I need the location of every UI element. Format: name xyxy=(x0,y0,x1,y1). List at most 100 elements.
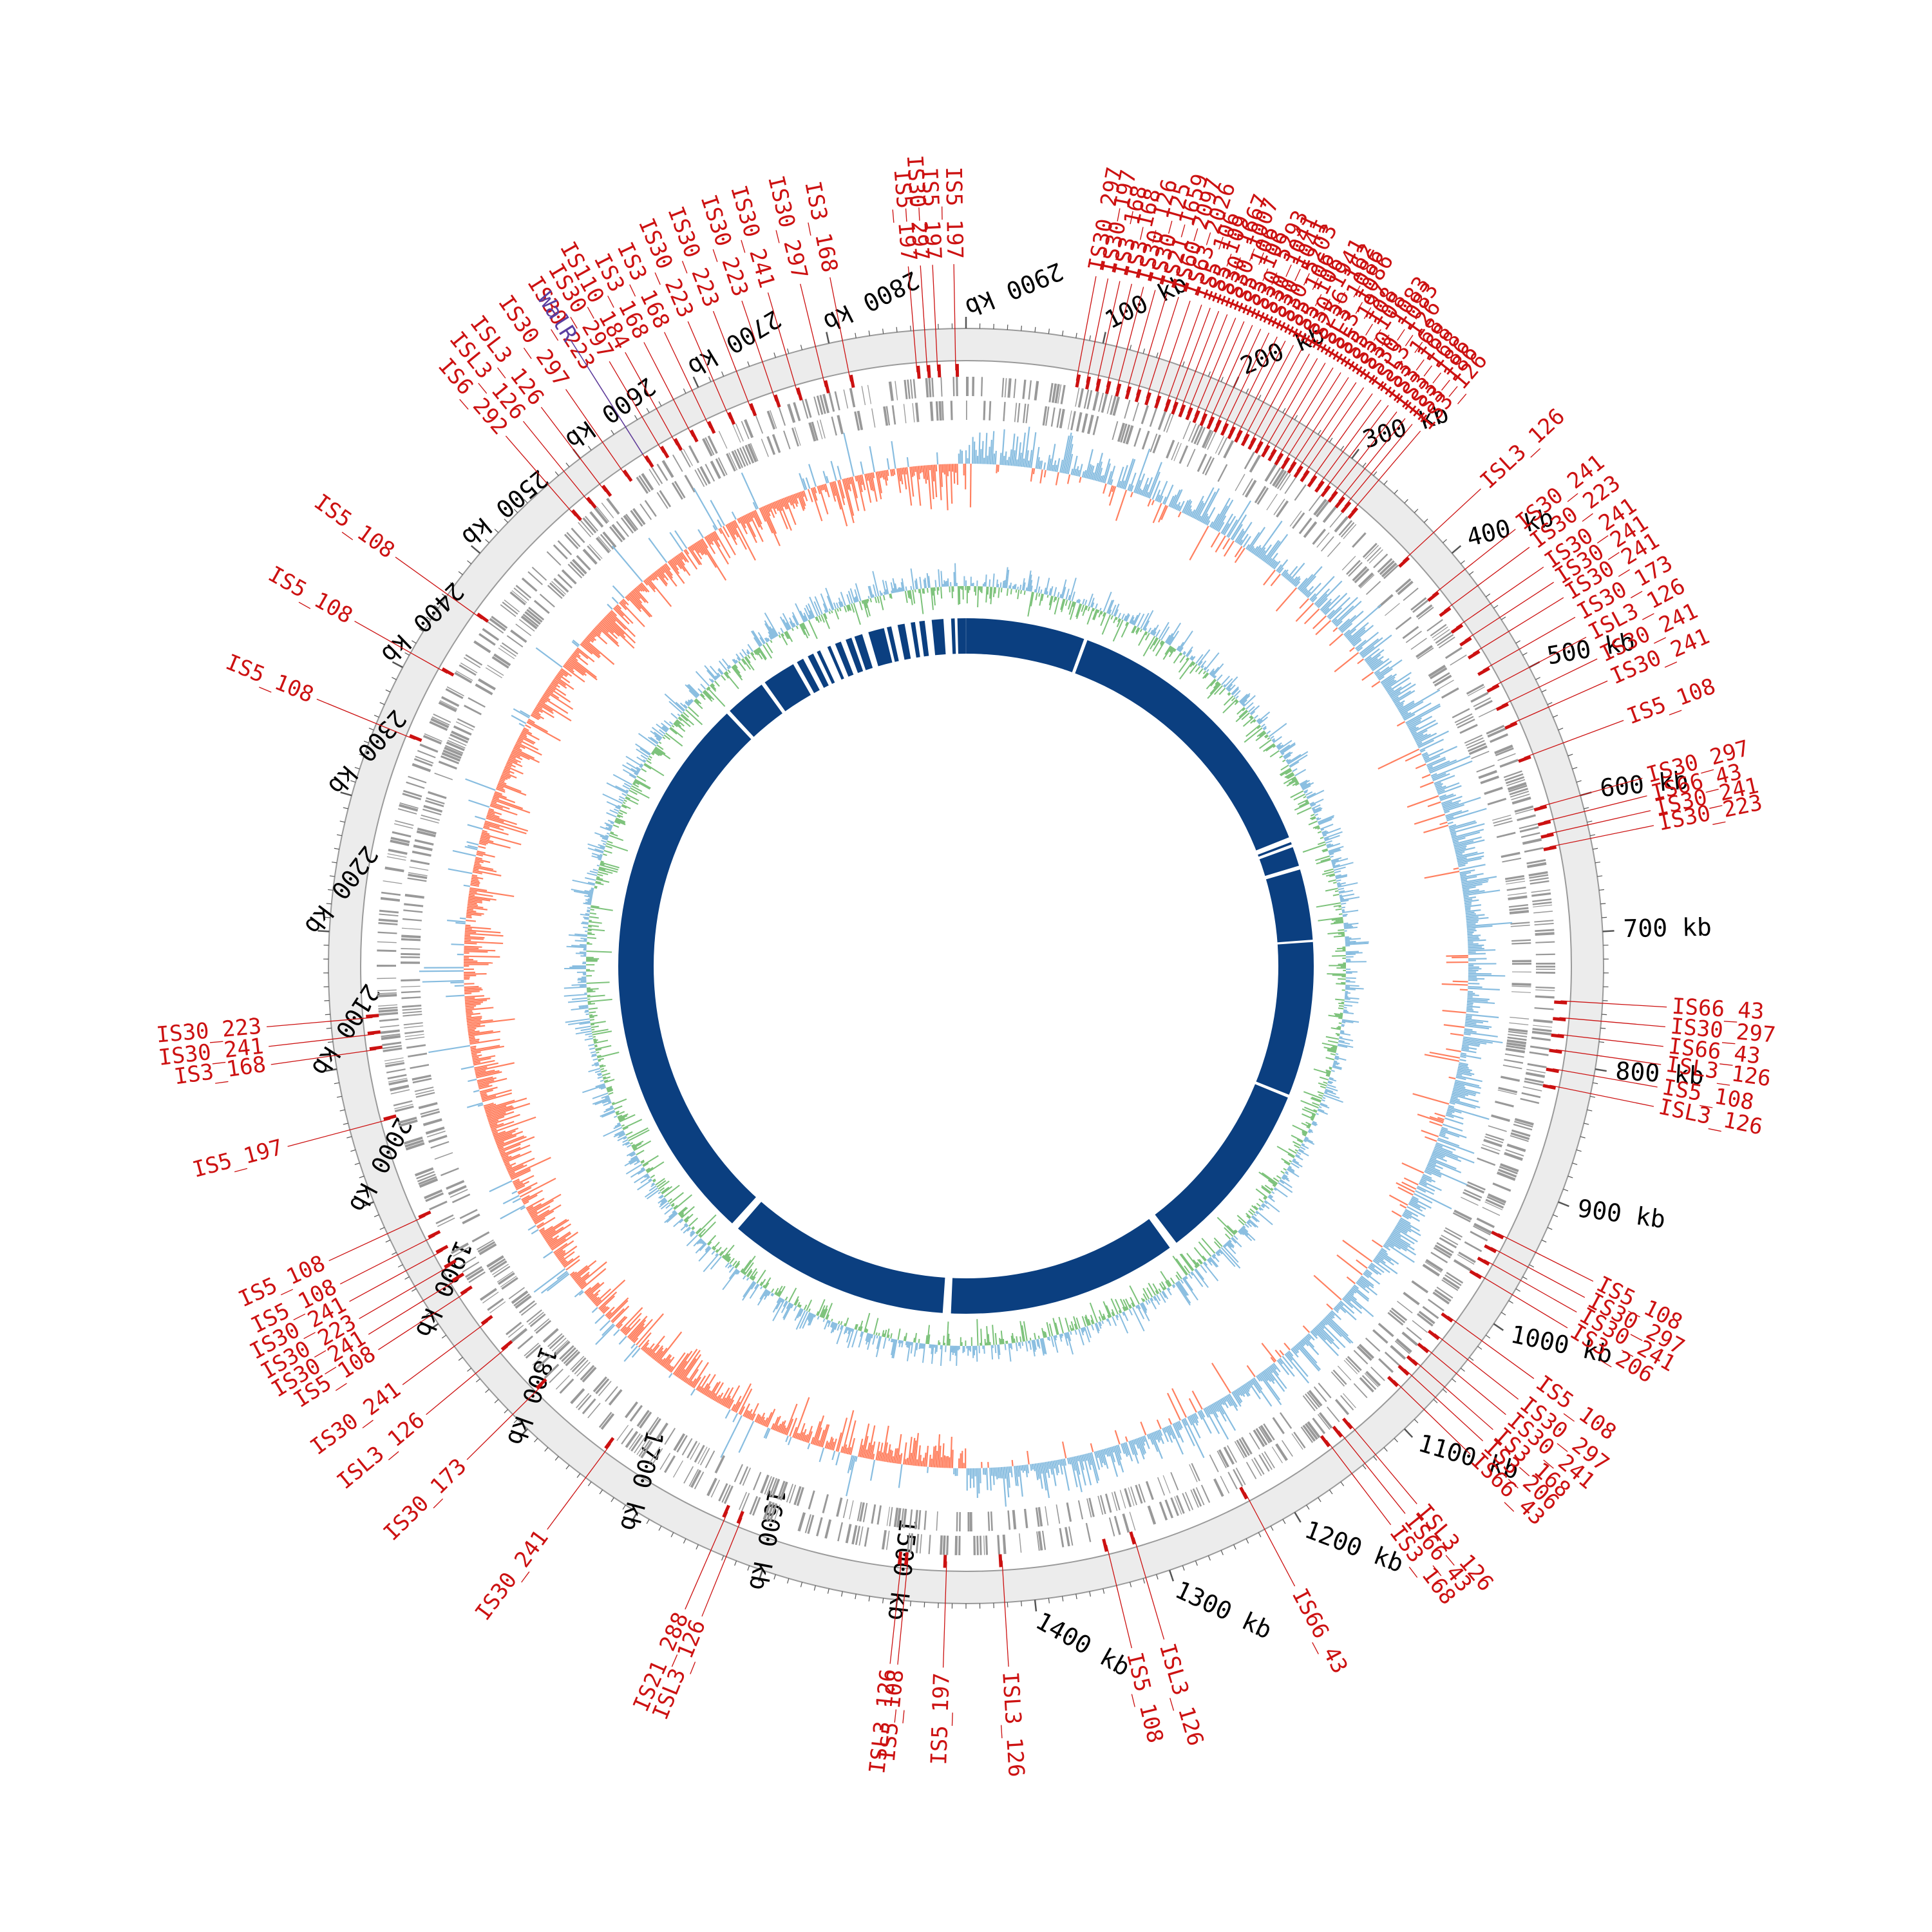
gc-skew-bar xyxy=(760,1416,765,1425)
gc-content-bar xyxy=(1327,1080,1334,1083)
cds-feature xyxy=(465,1265,483,1278)
gc-skew-bar xyxy=(1466,1010,1479,1013)
gc-content-bar xyxy=(1340,1012,1343,1014)
gc-skew-bar xyxy=(470,1045,500,1052)
gc-content-bar xyxy=(1155,629,1161,638)
gc-content-bar xyxy=(1248,1218,1259,1228)
gc-skew-bar xyxy=(493,794,516,804)
gc-content-bar xyxy=(1323,1094,1343,1103)
gc-content-bar xyxy=(679,1212,685,1217)
gc-skew-bar xyxy=(571,1271,578,1277)
gc-content-bar xyxy=(1315,855,1331,861)
scale-tick xyxy=(475,1378,480,1383)
cds-feature xyxy=(1443,1229,1461,1241)
gc-skew-bar xyxy=(810,1437,815,1444)
cds-feature xyxy=(491,656,509,669)
gc-skew-bar xyxy=(869,1444,873,1459)
gc-content-bar xyxy=(602,843,607,846)
cds-feature xyxy=(1434,1289,1452,1302)
gc-skew-bar xyxy=(1327,609,1335,618)
gc-skew-bar xyxy=(1043,462,1046,470)
gc-content-bar xyxy=(1153,1295,1160,1305)
gc-skew-bar xyxy=(1273,560,1281,570)
gc-content-bar xyxy=(564,994,587,997)
gc-content-bar xyxy=(585,1009,589,1012)
gc-skew-bar xyxy=(672,557,682,570)
cds-feature xyxy=(1463,1191,1481,1202)
gc-skew-bar xyxy=(1465,913,1476,916)
cds-feature xyxy=(1204,430,1214,449)
gc-skew-bar xyxy=(1233,1390,1242,1404)
scale-tick xyxy=(359,1175,365,1179)
gc-skew-bar xyxy=(1027,1464,1029,1473)
gc-skew-bar xyxy=(475,858,491,864)
gc-skew-bar xyxy=(1465,1018,1489,1023)
gc-skew-bar xyxy=(845,1447,848,1454)
gc-skew-bar xyxy=(1052,1460,1056,1469)
gc-skew-bar xyxy=(1287,576,1292,581)
gc-content-bar xyxy=(732,1260,737,1267)
gc-skew-bar xyxy=(547,1235,560,1244)
scale-tick xyxy=(339,1109,345,1112)
cds-feature xyxy=(570,1388,585,1405)
gc-content-bar xyxy=(1291,1134,1303,1142)
gc-skew-bar xyxy=(578,1291,584,1296)
scale-tick xyxy=(1318,1497,1321,1502)
gc-skew-bar xyxy=(451,943,464,946)
gc-skew-bar xyxy=(522,1194,538,1204)
gc-skew-bar xyxy=(1053,460,1057,472)
cds-feature xyxy=(405,1036,425,1040)
scale-tick xyxy=(1220,1550,1224,1555)
gc-content-bar xyxy=(603,1101,612,1106)
gc-skew-bar xyxy=(1329,1311,1335,1316)
cds-feature xyxy=(718,431,728,449)
gc-skew-bar xyxy=(1139,1437,1146,1454)
gc-content-bar xyxy=(1310,1118,1314,1121)
gc-skew-bar xyxy=(1164,1426,1173,1443)
cds-feature xyxy=(574,1359,589,1375)
gc-skew-bar xyxy=(511,750,530,761)
gc-skew-bar xyxy=(1299,1341,1305,1347)
gc-content-bar xyxy=(1316,902,1341,908)
gc-skew-bar xyxy=(1388,686,1402,696)
gc-skew-bar xyxy=(808,464,817,487)
gc-skew-bar xyxy=(824,1441,828,1449)
gc-skew-bar xyxy=(1171,1388,1188,1418)
gc-content-bar xyxy=(1241,712,1250,721)
gc-skew-bar xyxy=(1125,1442,1133,1462)
gc-skew-bar xyxy=(1456,1073,1463,1076)
cds-feature xyxy=(401,952,421,956)
cds-feature xyxy=(580,1365,595,1381)
gc-skew-bar xyxy=(831,1450,836,1461)
gc-skew-bar xyxy=(472,1056,479,1059)
gc-skew-bar xyxy=(1301,575,1316,593)
cds-feature xyxy=(1466,740,1485,749)
cds-feature xyxy=(1106,395,1113,414)
cds-feature xyxy=(1332,1369,1347,1385)
gc-content-bar xyxy=(1309,1128,1313,1132)
gc-skew-bar xyxy=(478,842,487,846)
cds-feature xyxy=(410,1064,430,1070)
scale-tick xyxy=(374,1214,379,1217)
gc-content-bar xyxy=(781,1298,784,1303)
scale-tick xyxy=(1394,1437,1398,1443)
gc-content-bar xyxy=(715,1249,719,1253)
gc-content-bar xyxy=(1262,726,1267,730)
gc-content-bar xyxy=(1307,1124,1311,1127)
cds-feature xyxy=(808,1490,815,1510)
gc-content-bar xyxy=(603,1076,611,1080)
cds-feature xyxy=(629,1405,643,1422)
gc-skew-bar xyxy=(922,465,925,479)
gc-content-bar xyxy=(1345,977,1356,980)
gc-skew-bar xyxy=(611,596,619,604)
cds-feature xyxy=(570,1356,585,1370)
gc-skew-bar xyxy=(653,572,658,578)
cds-feature xyxy=(918,1510,922,1530)
gc-skew-bar xyxy=(465,924,471,927)
gc-skew-bar xyxy=(997,1467,999,1479)
gc-skew-bar xyxy=(1108,486,1117,506)
gc-content-bar xyxy=(884,1329,887,1338)
gc-skew-bar xyxy=(1094,453,1103,481)
gc-skew-bar xyxy=(502,1155,512,1161)
gc-skew-bar xyxy=(581,1268,607,1290)
